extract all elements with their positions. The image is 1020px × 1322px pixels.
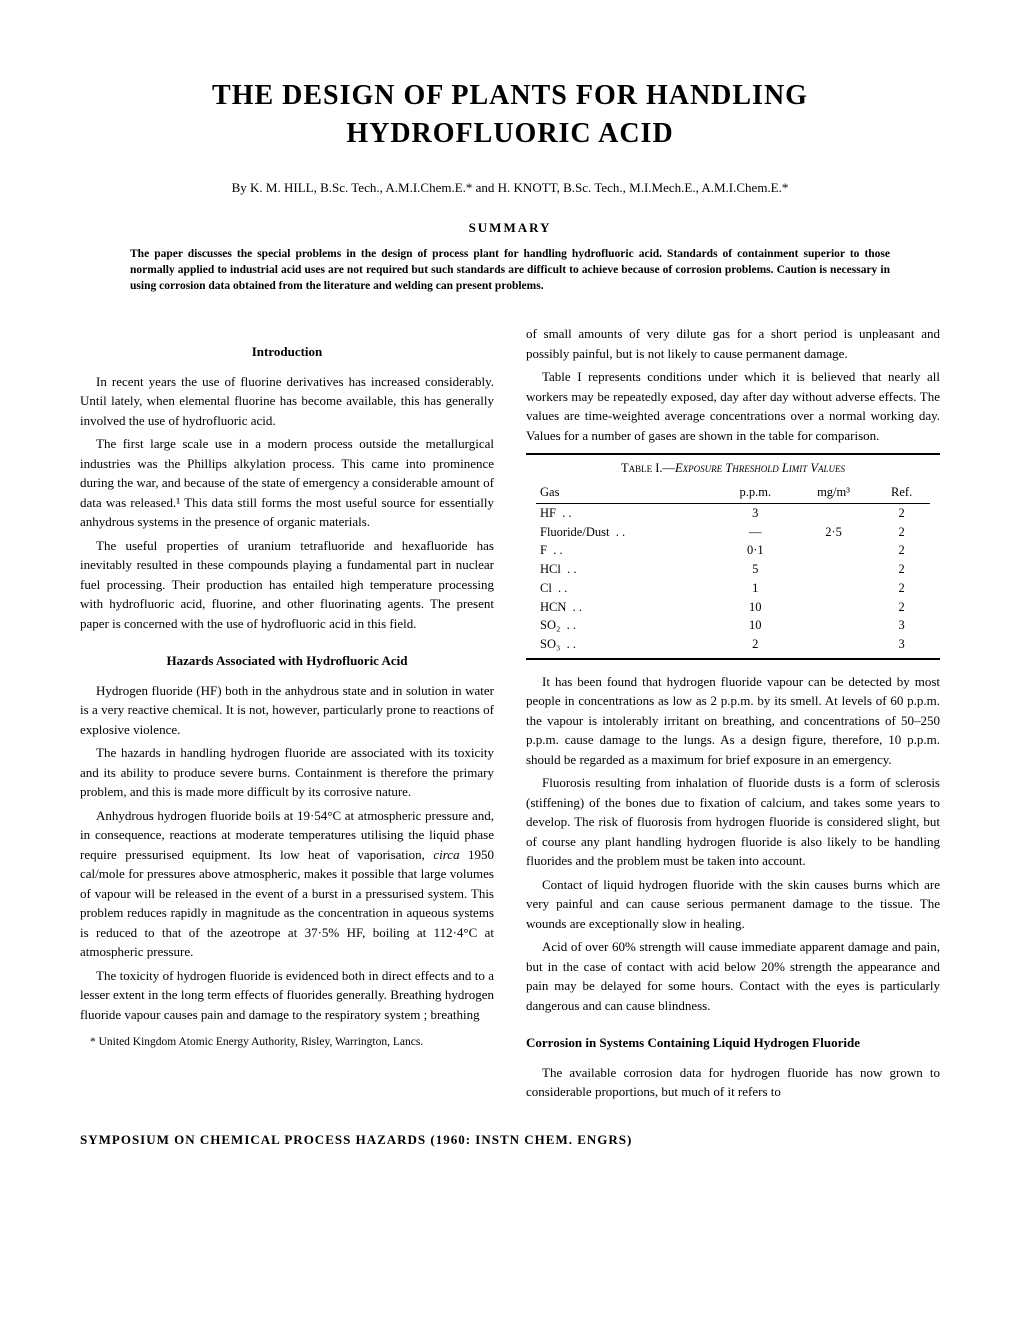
- cell-ppm: 1: [717, 579, 794, 598]
- paper-title-line2: HYDROFLUORIC ACID: [80, 118, 940, 150]
- cell-gas: SO₃ . .: [536, 635, 717, 654]
- cell-ppm: 5: [717, 560, 794, 579]
- intro-p2: The first large scale use in a modern pr…: [80, 434, 494, 532]
- right-p2: Table I represents conditions under whic…: [526, 367, 940, 445]
- byline: By K. M. HILL, B.Sc. Tech., A.M.I.Chem.E…: [80, 180, 940, 196]
- cell-gas: HF . .: [536, 503, 717, 522]
- right-p4: Fluorosis resulting from inhalation of f…: [526, 773, 940, 871]
- right-p6: Acid of over 60% strength will cause imm…: [526, 937, 940, 1015]
- paper-title-line1: THE DESIGN OF PLANTS FOR HANDLING: [80, 80, 940, 112]
- cell-ppm: 0·1: [717, 541, 794, 560]
- text-columns: Introduction In recent years the use of …: [80, 324, 940, 1106]
- table-row: SO₂ . .10 3: [536, 616, 930, 635]
- cell-ref: 2: [873, 541, 930, 560]
- cell-gas: HCN . .: [536, 598, 717, 617]
- cell-ppm: 10: [717, 598, 794, 617]
- table-row: Cl . .1 2: [536, 579, 930, 598]
- table-row: HCl . .5 2: [536, 560, 930, 579]
- hazards-p4: The toxicity of hydrogen fluoride is evi…: [80, 966, 494, 1025]
- table-title-a: Table I.—: [621, 461, 675, 475]
- cell-mg: [794, 616, 874, 635]
- corrosion-heading: Corrosion in Systems Containing Liquid H…: [526, 1033, 940, 1053]
- cell-ref: 2: [873, 598, 930, 617]
- cell-ppm: 2: [717, 635, 794, 654]
- table-row: HF . .3 2: [536, 503, 930, 522]
- cell-gas: F . .: [536, 541, 717, 560]
- table-row: F . .0·1 2: [536, 541, 930, 560]
- col-gas: Gas: [536, 482, 717, 503]
- summary-heading: SUMMARY: [80, 220, 940, 236]
- intro-p1: In recent years the use of fluorine deri…: [80, 372, 494, 431]
- cell-ref: 3: [873, 635, 930, 654]
- cell-gas: SO₂ . .: [536, 616, 717, 635]
- cell-ppm: 10: [717, 616, 794, 635]
- hazards-p2: The hazards in handling hydrogen fluorid…: [80, 743, 494, 802]
- table-1: Table I.—Exposure Threshold Limit Values…: [526, 453, 940, 660]
- summary-text: The paper discusses the special problems…: [130, 246, 890, 294]
- cell-ref: 2: [873, 579, 930, 598]
- left-column: Introduction In recent years the use of …: [80, 324, 494, 1106]
- p6-italic: circa: [433, 847, 459, 862]
- introduction-heading: Introduction: [80, 342, 494, 362]
- table-title: Table I.—Exposure Threshold Limit Values: [536, 459, 930, 478]
- cell-mg: 2·5: [794, 523, 874, 542]
- table-row: Fluoride/Dust . .—2·52: [536, 523, 930, 542]
- cell-mg: [794, 598, 874, 617]
- cell-gas: Fluoride/Dust . .: [536, 523, 717, 542]
- hazards-p1: Hydrogen fluoride (HF) both in the anhyd…: [80, 681, 494, 740]
- right-p5: Contact of liquid hydrogen fluoride with…: [526, 875, 940, 934]
- table-row: SO₃ . .2 3: [536, 635, 930, 654]
- intro-p3: The useful properties of uranium tetrafl…: [80, 536, 494, 634]
- col-ppm: p.p.m.: [717, 482, 794, 503]
- cell-mg: [794, 635, 874, 654]
- right-column: of small amounts of very dilute gas for …: [526, 324, 940, 1106]
- col-mg: mg/m³: [794, 482, 874, 503]
- exposure-table: Gas p.p.m. mg/m³ Ref. HF . .32Fluoride/D…: [536, 482, 930, 654]
- hazards-heading: Hazards Associated with Hydrofluoric Aci…: [80, 651, 494, 671]
- cell-ppm: —: [717, 523, 794, 542]
- p6-text-c: 1950 cal/mole for pressures above atmosp…: [80, 847, 494, 960]
- right-p7: The available corrosion data for hydroge…: [526, 1063, 940, 1102]
- cell-gas: Cl . .: [536, 579, 717, 598]
- table-row: HCN . .10 2: [536, 598, 930, 617]
- table-header-row: Gas p.p.m. mg/m³ Ref.: [536, 482, 930, 503]
- right-p1: of small amounts of very dilute gas for …: [526, 324, 940, 363]
- hazards-p3: Anhydrous hydrogen fluoride boils at 19·…: [80, 806, 494, 962]
- cell-ref: 3: [873, 616, 930, 635]
- cell-ref: 2: [873, 523, 930, 542]
- col-ref: Ref.: [873, 482, 930, 503]
- table-title-b: Exposure Threshold Limit Values: [675, 461, 845, 475]
- cell-mg: [794, 503, 874, 522]
- p6-text-a: Anhydrous hydrogen fluoride boils at 19·…: [80, 808, 494, 862]
- cell-mg: [794, 541, 874, 560]
- cell-mg: [794, 579, 874, 598]
- author-footnote: * United Kingdom Atomic Energy Authority…: [80, 1034, 494, 1051]
- cell-ref: 2: [873, 560, 930, 579]
- cell-gas: HCl . .: [536, 560, 717, 579]
- right-p3: It has been found that hydrogen fluoride…: [526, 672, 940, 770]
- page-footer: SYMPOSIUM ON CHEMICAL PROCESS HAZARDS (1…: [80, 1132, 940, 1148]
- cell-ref: 2: [873, 503, 930, 522]
- cell-ppm: 3: [717, 503, 794, 522]
- cell-mg: [794, 560, 874, 579]
